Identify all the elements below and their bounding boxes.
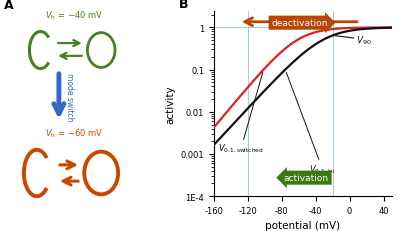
Text: deactivation: deactivation: [271, 19, 328, 28]
Text: activation: activation: [284, 173, 329, 182]
Text: mode switch: mode switch: [64, 73, 74, 121]
Text: $V_{90}$: $V_{90}$: [336, 34, 372, 46]
Y-axis label: activity: activity: [165, 85, 175, 123]
Text: A: A: [4, 0, 13, 12]
X-axis label: potential (mV): potential (mV): [266, 221, 340, 231]
Text: $V_{0.1,\mathrm{ini}}$: $V_{0.1,\mathrm{ini}}$: [286, 73, 335, 175]
Text: $V_\mathrm{h}$ = $-$40 mV: $V_\mathrm{h}$ = $-$40 mV: [44, 9, 103, 22]
Text: B: B: [178, 0, 188, 11]
Text: $V_{0.1,\mathrm{switched}}$: $V_{0.1,\mathrm{switched}}$: [218, 73, 264, 155]
Text: $V_\mathrm{h}$ = $-$60 mV: $V_\mathrm{h}$ = $-$60 mV: [44, 127, 103, 140]
